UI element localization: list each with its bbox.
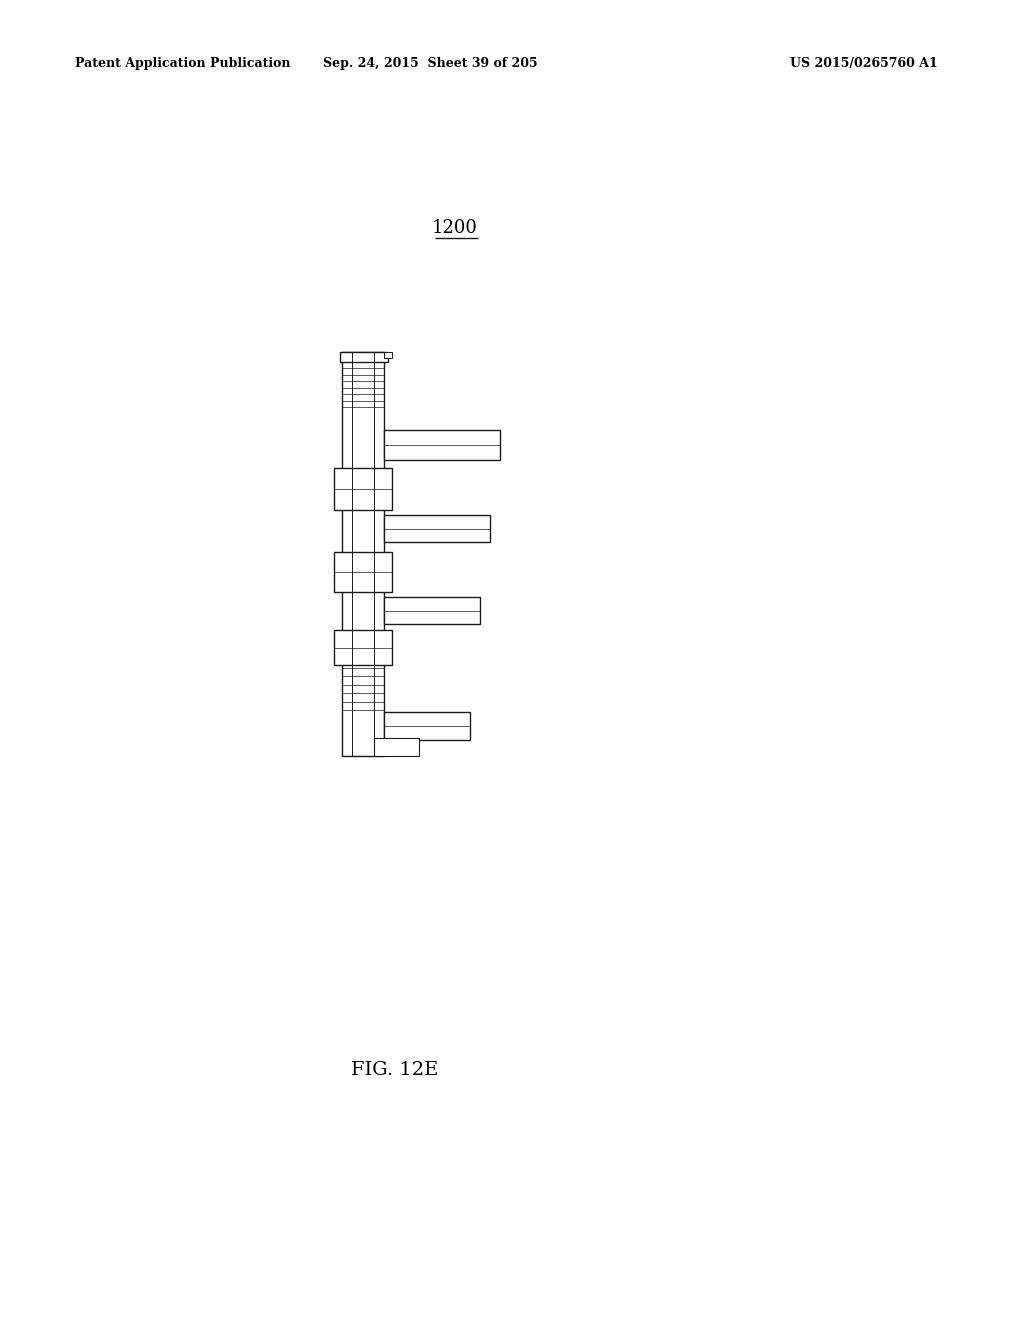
Bar: [334, 552, 392, 591]
Bar: [384, 711, 470, 741]
Bar: [384, 430, 500, 459]
Text: 1200: 1200: [432, 219, 478, 238]
Bar: [340, 352, 388, 362]
Bar: [342, 352, 384, 756]
Text: FIG. 12E: FIG. 12E: [351, 1061, 438, 1078]
Bar: [334, 630, 392, 665]
Text: Patent Application Publication: Patent Application Publication: [75, 57, 291, 70]
Bar: [384, 597, 480, 624]
Bar: [384, 515, 490, 543]
Bar: [384, 352, 392, 358]
Bar: [334, 469, 392, 510]
Text: Sep. 24, 2015  Sheet 39 of 205: Sep. 24, 2015 Sheet 39 of 205: [323, 57, 538, 70]
Text: US 2015/0265760 A1: US 2015/0265760 A1: [790, 57, 938, 70]
Bar: [374, 738, 419, 756]
